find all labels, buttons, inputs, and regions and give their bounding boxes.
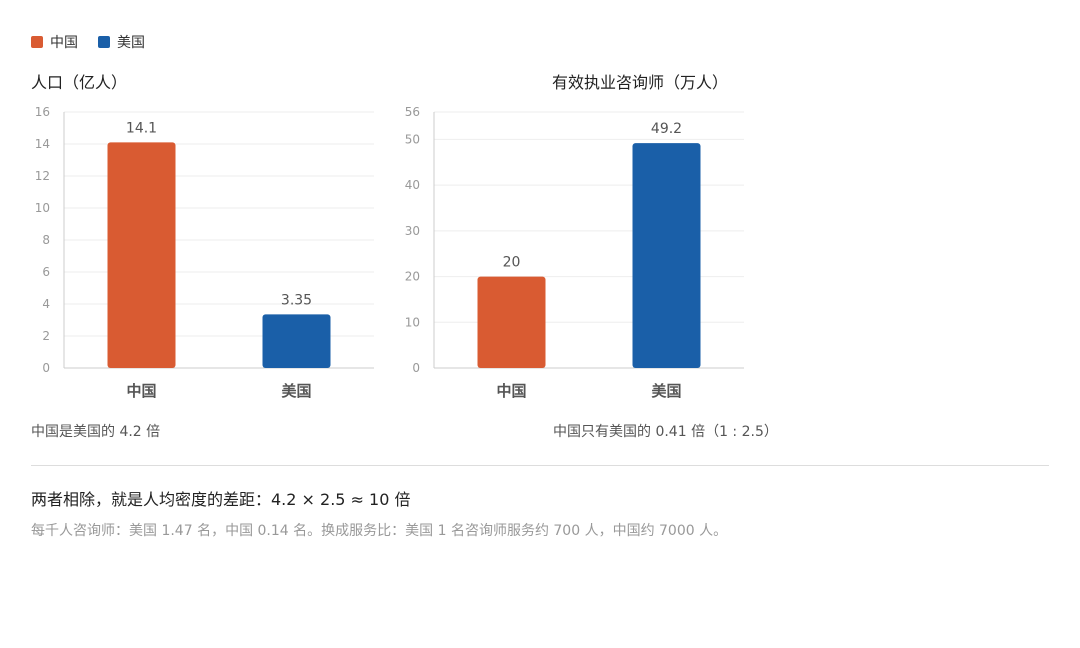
y-tick-label: 40 — [405, 178, 420, 192]
y-tick-label: 4 — [42, 297, 50, 311]
y-tick-label: 56 — [405, 105, 420, 119]
detail-text: 每千人咨询师：美国 1.47 名，中国 0.14 名。换成服务比：美国 1 名咨… — [31, 523, 728, 539]
x-category-label: 中国 — [126, 382, 156, 400]
y-tick-label: 0 — [42, 361, 50, 375]
y-tick-label: 2 — [42, 329, 50, 343]
legend-swatch-china — [31, 36, 43, 48]
bar-usa[interactable] — [632, 143, 701, 368]
y-tick-label: 6 — [42, 265, 50, 279]
bar-usa[interactable] — [262, 314, 331, 368]
counselors-chart: 0 10 20 30 40 50 56 20 中国 49.2 美国 — [405, 105, 744, 400]
population-note: 中国是美国的 4.2 倍 — [31, 424, 161, 440]
summary-text: 两者相除，就是人均密度的差距：4.2 × 2.5 ≈ 10 倍 — [31, 490, 411, 509]
y-tick-label: 0 — [412, 361, 420, 375]
y-tick-label: 20 — [405, 270, 420, 284]
divider — [31, 465, 1049, 466]
bar-value-label: 3.35 — [281, 292, 312, 308]
legend-label-usa: 美国 — [117, 35, 145, 51]
chart-title-population: 人口（亿人） — [31, 73, 128, 92]
y-tick-label: 14 — [35, 137, 50, 151]
y-tick-label: 12 — [35, 169, 50, 183]
legend-swatch-usa — [98, 36, 110, 48]
legend-item-china[interactable]: 中国 — [31, 32, 78, 52]
y-tick-label: 10 — [35, 201, 50, 215]
population-chart: 0 2 4 6 8 10 12 14 16 14.1 中国 3.35 美国 — [35, 105, 374, 400]
bar-china[interactable] — [477, 276, 546, 368]
bar-china[interactable] — [107, 142, 176, 368]
y-tick-label: 10 — [405, 315, 420, 329]
legend-label-china: 中国 — [50, 35, 78, 51]
y-tick-label: 8 — [42, 233, 50, 247]
legend-item-usa[interactable]: 美国 — [98, 32, 145, 52]
bar-value-label: 14.1 — [126, 120, 157, 136]
bar-value-label: 20 — [503, 255, 521, 271]
x-category-label: 中国 — [496, 382, 526, 400]
y-tick-label: 16 — [35, 105, 50, 119]
x-category-label: 美国 — [651, 382, 681, 400]
chart-title-counselors: 有效执业咨询师（万人） — [552, 73, 729, 92]
counselors-note: 中国只有美国的 0.41 倍（1 : 2.5） — [553, 424, 778, 440]
y-tick-label: 50 — [405, 132, 420, 146]
legend: 中国 美国 — [31, 32, 165, 52]
y-tick-label: 30 — [405, 224, 420, 238]
x-category-label: 美国 — [281, 382, 311, 400]
bar-value-label: 49.2 — [651, 121, 682, 137]
